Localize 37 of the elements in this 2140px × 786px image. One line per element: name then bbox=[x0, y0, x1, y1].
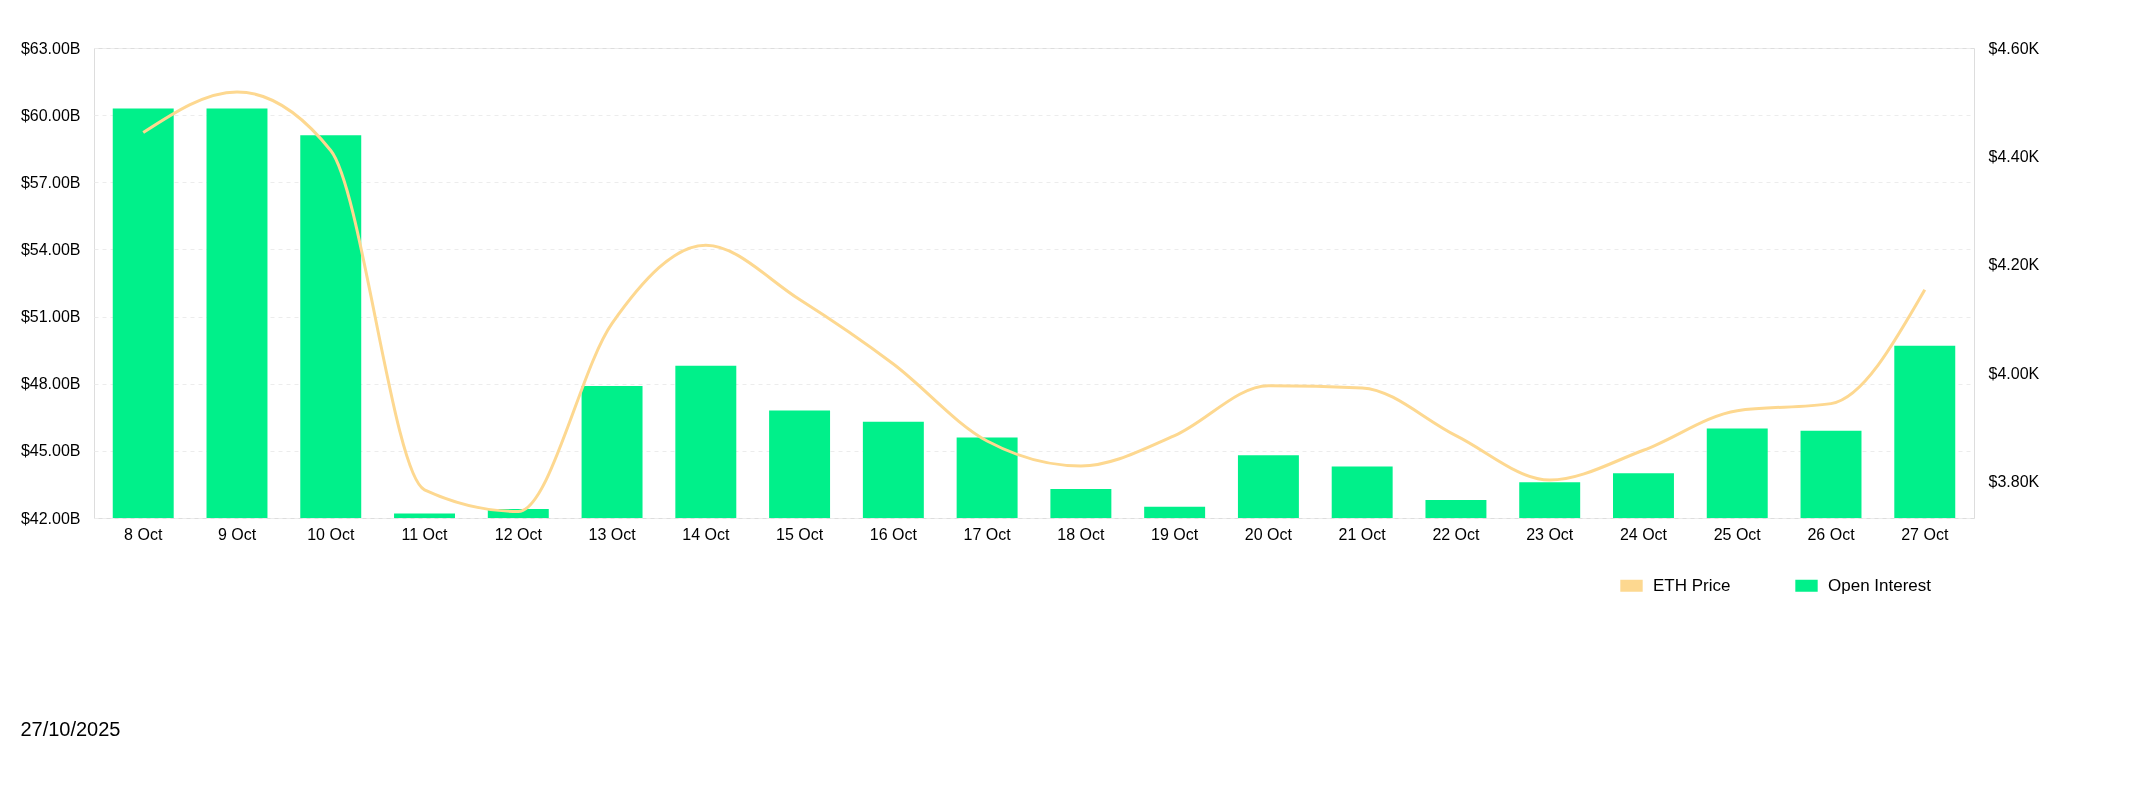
y-tick-label: $57.00B bbox=[20, 173, 81, 191]
x-tick-label: 23 Oct bbox=[1526, 525, 1574, 543]
legend-label: ETH Price bbox=[1653, 575, 1731, 595]
y-tick-label: $60.00B bbox=[20, 106, 81, 124]
x-tick-label: 26 Oct bbox=[1807, 525, 1856, 543]
y-tick-label: $54.00B bbox=[20, 240, 81, 258]
y2-tick-label: $3.80K bbox=[1988, 473, 2040, 491]
x-tick-label: 20 Oct bbox=[1244, 525, 1293, 543]
legend-label: Open Interest bbox=[1828, 575, 1932, 595]
y2-tick-label: $4.60K bbox=[1988, 39, 2040, 57]
x-tick-label: 10 Oct bbox=[307, 525, 355, 543]
y-tick-label: $63.00B bbox=[20, 39, 81, 57]
x-tick-label: 24 Oct bbox=[1619, 525, 1668, 543]
x-tick-label: 9 Oct bbox=[217, 525, 257, 543]
line-series bbox=[141, 90, 1927, 513]
x-tick-label: 11 Oct bbox=[401, 525, 449, 543]
y2-tick-label: $4.20K bbox=[1988, 256, 2040, 274]
x-tick-label: 8 Oct bbox=[124, 525, 163, 543]
x-tick-label: 25 Oct bbox=[1713, 525, 1762, 543]
x-tick-label: 18 Oct bbox=[1057, 525, 1105, 543]
x-tick-label: 21 Oct bbox=[1338, 525, 1387, 543]
y2-tick-label: $4.40K bbox=[1988, 147, 2040, 165]
x-tick-label: 16 Oct bbox=[869, 525, 918, 543]
x-tick-label: 14 Oct bbox=[682, 525, 730, 543]
x-tick-label: 15 Oct bbox=[776, 525, 824, 543]
y-tick-label: $51.00B bbox=[20, 308, 81, 326]
y-tick-label: $45.00B bbox=[20, 442, 81, 460]
text: 27/10/2025 bbox=[20, 718, 121, 740]
y2-tick-label: $4.00K bbox=[1988, 364, 2040, 382]
x-tick-label: 13 Oct bbox=[588, 525, 637, 543]
y-tick-label: $42.00B bbox=[20, 509, 81, 527]
x-tick-label: 17 Oct bbox=[963, 525, 1012, 543]
x-tick-label: 22 Oct bbox=[1432, 525, 1481, 543]
x-tick-label: 27 Oct bbox=[1901, 525, 1949, 543]
x-tick-label: 19 Oct bbox=[1151, 525, 1199, 543]
y-tick-label: $48.00B bbox=[20, 375, 81, 393]
x-tick-label: 12 Oct bbox=[494, 525, 543, 543]
